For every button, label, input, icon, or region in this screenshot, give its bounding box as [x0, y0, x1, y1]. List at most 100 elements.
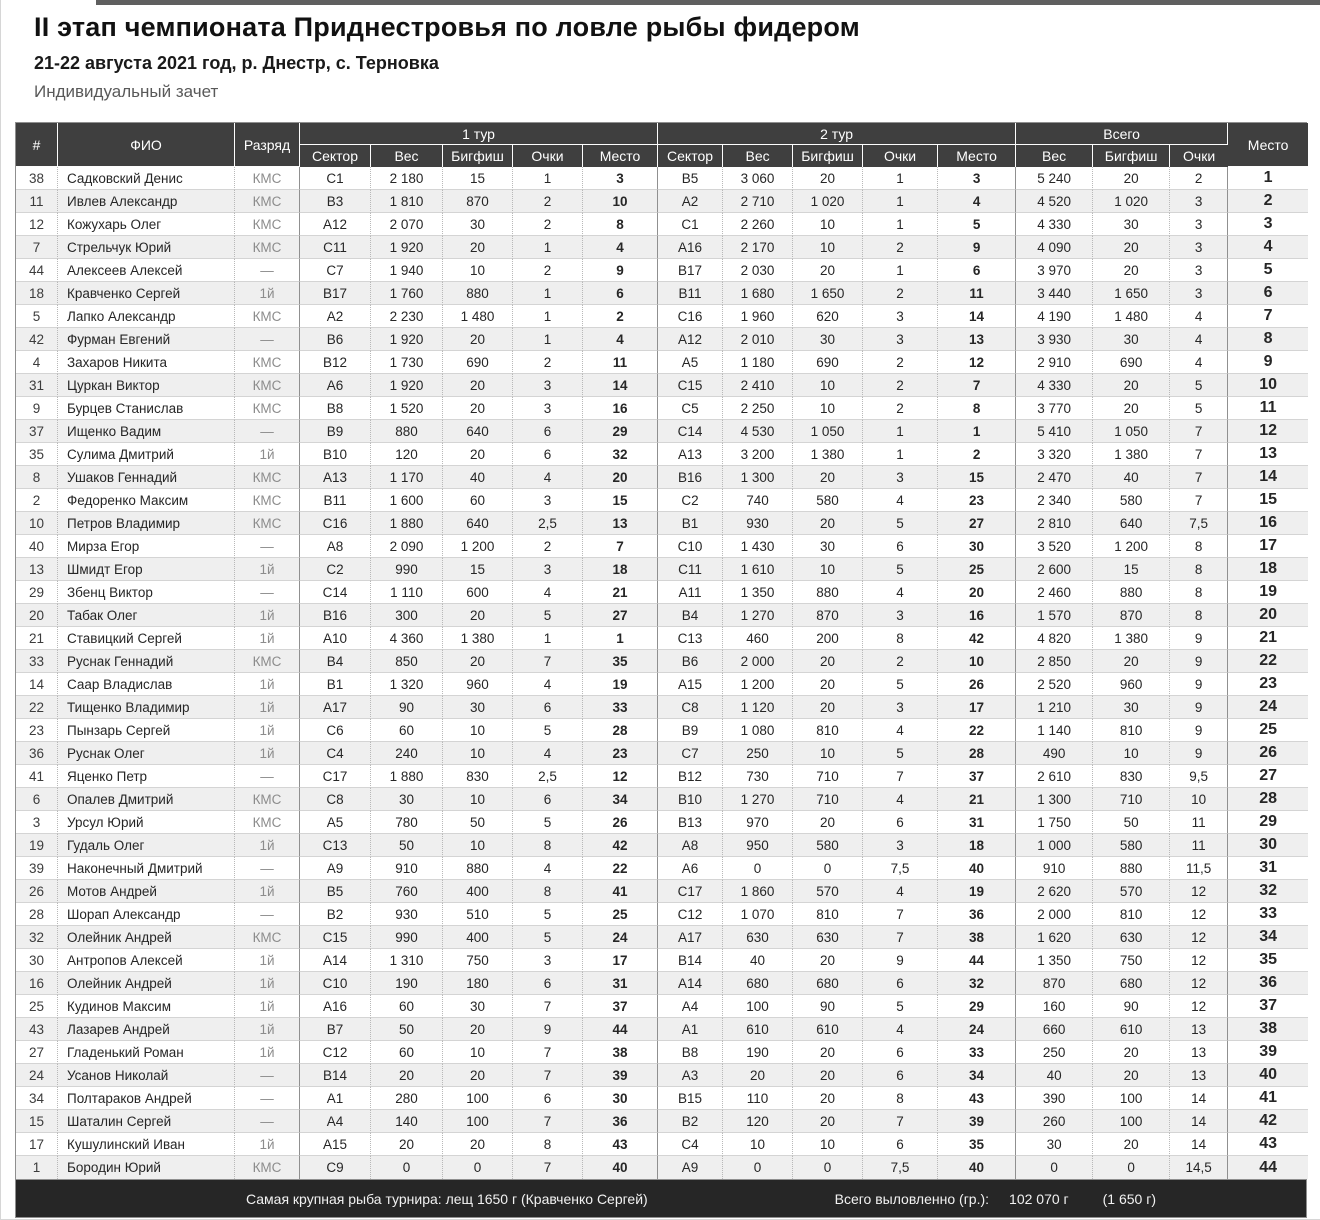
cell-t1-place: 27: [583, 604, 659, 627]
cell-t1-weight: 2 090: [371, 535, 443, 558]
cell-t1-bigfish: 15: [443, 558, 513, 581]
table-row: 7 Стрельчук Юрий КМС C11 1 920 20 1 4 A1…: [16, 236, 1309, 259]
cell-t1-bigfish: 880: [443, 857, 513, 880]
table-row: 42 Фурман Евгений — B6 1 920 20 1 4 A12 …: [16, 328, 1309, 351]
cell-t1-place: 11: [583, 351, 659, 374]
cell-t2-place: 15: [938, 466, 1017, 489]
table-row: 36 Руснак Олег 1й C4 240 10 4 23 C7 250 …: [16, 742, 1309, 765]
cell-t1-sector: A12: [300, 213, 371, 236]
cell-t1-place: 40: [583, 1156, 659, 1179]
cell-t2-sector: A1: [658, 1018, 724, 1041]
cell-total-points: 9: [1170, 696, 1229, 719]
cell-t2-place: 27: [938, 512, 1017, 535]
column-header-t2-points: Очки: [863, 145, 939, 167]
cell-t2-place: 7: [938, 374, 1017, 397]
cell-final-place: 8: [1228, 328, 1309, 351]
cell-t1-place: 6: [583, 282, 659, 305]
cell-name: Сулима Дмитрий: [58, 443, 235, 466]
cell-t2-place: 38: [938, 926, 1017, 949]
cell-total-weight: 390: [1016, 1087, 1094, 1110]
column-header-total-bigfish: Бигфиш: [1093, 145, 1171, 167]
cell-t2-place: 43: [938, 1087, 1017, 1110]
cell-final-place: 38: [1228, 1018, 1309, 1041]
cell-final-place: 1: [1228, 167, 1309, 190]
cell-t1-points: 2: [513, 190, 583, 213]
cell-name: Лапко Александр: [58, 305, 235, 328]
cell-t1-points: 4: [513, 466, 583, 489]
cell-final-place: 6: [1228, 282, 1309, 305]
cell-num: 40: [16, 535, 58, 558]
column-group-tour1: 1 тур: [300, 123, 659, 145]
cell-t1-sector: B9: [300, 420, 371, 443]
cell-num: 21: [16, 627, 58, 650]
cell-t2-weight: 1 120: [723, 696, 794, 719]
cell-total-bigfish: 960: [1093, 673, 1171, 696]
cell-t2-weight: 190: [723, 1041, 794, 1064]
cell-t1-sector: B2: [300, 903, 371, 926]
cell-total-points: 12: [1170, 949, 1229, 972]
table-row: 4 Захаров Никита КМС B12 1 730 690 2 11 …: [16, 351, 1309, 374]
cell-num: 19: [16, 834, 58, 857]
cell-t1-sector: B14: [300, 1064, 371, 1087]
cell-t2-place: 2: [938, 443, 1017, 466]
cell-t2-weight: 1 680: [723, 282, 794, 305]
cell-grade: 1й: [235, 949, 300, 972]
cell-num: 1: [16, 1156, 58, 1179]
cell-t1-bigfish: 60: [443, 489, 513, 512]
cell-t2-weight: 730: [723, 765, 794, 788]
cell-total-bigfish: 20: [1093, 650, 1171, 673]
cell-t2-bigfish: 610: [793, 1018, 864, 1041]
cell-total-weight: 2 620: [1016, 880, 1094, 903]
cell-t2-sector: A14: [658, 972, 724, 995]
cell-t1-weight: 1 920: [371, 236, 443, 259]
cell-t2-weight: 1 960: [723, 305, 794, 328]
table-row: 10 Петров Владимир КМС C16 1 880 640 2,5…: [16, 512, 1309, 535]
cell-t1-sector: B7: [300, 1018, 371, 1041]
cell-t2-weight: 40: [723, 949, 794, 972]
cell-t2-sector: A15: [658, 673, 724, 696]
cell-final-place: 21: [1228, 627, 1309, 650]
cell-num: 44: [16, 259, 58, 282]
table-row: 14 Саар Владислав 1й B1 1 320 960 4 19 A…: [16, 673, 1309, 696]
cell-t1-bigfish: 30: [443, 696, 513, 719]
cell-t1-points: 3: [513, 374, 583, 397]
cell-t1-sector: B12: [300, 351, 371, 374]
cell-t1-sector: C1: [300, 167, 371, 190]
cell-t2-weight: 1 270: [723, 788, 794, 811]
cell-total-weight: 2 810: [1016, 512, 1094, 535]
cell-total-weight: 2 470: [1016, 466, 1094, 489]
cell-t1-place: 22: [583, 857, 659, 880]
cell-total-points: 14,5: [1170, 1156, 1229, 1179]
cell-final-place: 12: [1228, 420, 1309, 443]
cell-final-place: 18: [1228, 558, 1309, 581]
cell-grade: КМС: [235, 926, 300, 949]
cell-grade: 1й: [235, 443, 300, 466]
cell-name: Кушулинский Иван: [58, 1133, 235, 1156]
cell-total-weight: 2 340: [1016, 489, 1094, 512]
cell-t1-weight: 60: [371, 1041, 443, 1064]
cell-t1-points: 6: [513, 972, 583, 995]
cell-name: Полтараков Андрей: [58, 1087, 235, 1110]
cell-t2-weight: 2 410: [723, 374, 794, 397]
cell-grade: КМС: [235, 374, 300, 397]
cell-t1-points: 1: [513, 282, 583, 305]
cell-final-place: 28: [1228, 788, 1309, 811]
cell-total-points: 3: [1170, 190, 1229, 213]
cell-t1-points: 2,5: [513, 765, 583, 788]
cell-t2-sector: B12: [658, 765, 724, 788]
cell-t1-bigfish: 960: [443, 673, 513, 696]
cell-t2-sector: B14: [658, 949, 724, 972]
cell-t1-place: 33: [583, 696, 659, 719]
cell-t2-weight: 1 180: [723, 351, 794, 374]
cell-t2-place: 11: [938, 282, 1017, 305]
cell-total-bigfish: 570: [1093, 880, 1171, 903]
cell-final-place: 19: [1228, 581, 1309, 604]
cell-t1-sector: A1: [300, 1087, 371, 1110]
cell-t1-points: 7: [513, 1041, 583, 1064]
cell-t1-bigfish: 20: [443, 604, 513, 627]
cell-total-weight: 870: [1016, 972, 1094, 995]
cell-t1-points: 2,5: [513, 512, 583, 535]
cell-name: Табак Олег: [58, 604, 235, 627]
cell-t2-weight: 120: [723, 1110, 794, 1133]
cell-t2-points: 1: [863, 213, 939, 236]
